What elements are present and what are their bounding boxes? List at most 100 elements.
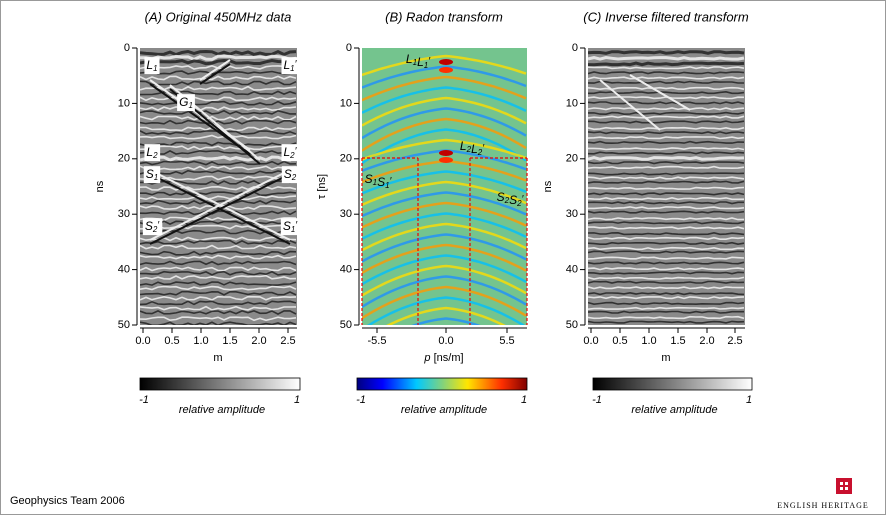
- annotation-sub: 2: [516, 199, 522, 208]
- y-axis-label: τ [ns]: [316, 174, 328, 199]
- annotation-base: S: [509, 193, 517, 207]
- x-tick-label: 0.0: [438, 335, 453, 347]
- annotation-sub: 2: [152, 151, 158, 160]
- reflection: [140, 191, 297, 197]
- colorbar-max: 1: [521, 394, 527, 406]
- y-tick-label: 0: [124, 42, 130, 54]
- reflection: [588, 267, 745, 271]
- reflection: [140, 160, 297, 166]
- annotation: L1L1′: [406, 52, 431, 70]
- diffraction: [599, 79, 661, 131]
- reflection: [588, 315, 745, 320]
- reflection: [140, 270, 297, 276]
- reflection: [588, 226, 745, 230]
- annotation-base: S: [377, 175, 385, 189]
- annotation-sub: 2: [466, 145, 472, 154]
- reflection: [140, 115, 297, 121]
- reflection: [588, 172, 745, 176]
- y-tick-label: 20: [566, 153, 578, 165]
- reflection: [588, 165, 745, 170]
- reflection: [140, 216, 297, 222]
- diffraction: [149, 169, 291, 241]
- reflection: [588, 180, 745, 184]
- wave: [362, 65, 527, 89]
- reflection: [140, 310, 297, 316]
- reflection: [588, 246, 745, 251]
- panel-title: (A) Original 450MHz data: [145, 9, 292, 24]
- wave: [386, 306, 506, 325]
- reflection: [140, 274, 297, 280]
- reflection: [140, 210, 297, 216]
- panel-image: [588, 48, 745, 325]
- annotation-box: [144, 144, 161, 162]
- reflection: [588, 61, 745, 67]
- diffraction: [199, 59, 231, 81]
- wave: [362, 138, 527, 161]
- annotation-prime: ′: [390, 176, 393, 187]
- y-tick-label: 50: [118, 319, 130, 331]
- wave: [362, 243, 527, 274]
- wave: [362, 170, 527, 195]
- x-tick-label: 2.0: [699, 335, 714, 347]
- annotation-sub: 1: [188, 101, 192, 110]
- wave: [362, 128, 527, 165]
- reflection: [140, 250, 297, 256]
- reflection: [588, 276, 745, 280]
- reflection: [588, 186, 745, 190]
- y-tick-label: 30: [118, 208, 130, 220]
- reflection: [588, 271, 745, 275]
- reflection: [588, 55, 745, 61]
- annotation-sub: 1: [290, 64, 294, 73]
- x-tick-label: 1.5: [222, 335, 237, 347]
- footer: Geophysics Team 2006: [10, 495, 125, 507]
- reflection: [588, 136, 745, 140]
- x-tick-label: 1.5: [670, 335, 685, 347]
- x-tick-label: 2.5: [727, 335, 742, 347]
- annotation-base: G: [179, 95, 188, 109]
- diffraction: [629, 74, 691, 111]
- annotation-box: [144, 57, 160, 75]
- x-tick-label: 0.5: [612, 335, 627, 347]
- wave: [362, 117, 527, 152]
- x-axis-unit: m: [213, 352, 222, 364]
- annotation: L2L2′: [460, 139, 485, 157]
- reflection: [588, 192, 745, 196]
- reflection: [588, 201, 744, 205]
- annotation-sub: 1: [373, 178, 377, 187]
- annotation-sub: 1: [291, 225, 295, 234]
- annotation-base: L: [146, 145, 153, 159]
- reflection: [588, 210, 745, 214]
- y-tick-label: 20: [118, 153, 130, 165]
- colorbar-label: relative amplitude: [631, 404, 717, 416]
- reflection: [140, 80, 297, 86]
- colorbar: [356, 377, 528, 391]
- x-tick-label: 2.0: [251, 335, 266, 347]
- reflection: [588, 131, 745, 135]
- y-tick-label: 30: [340, 208, 352, 220]
- annotation-prime: ′: [295, 146, 298, 157]
- reflection: [588, 80, 744, 84]
- wave: [362, 233, 527, 263]
- annotation-sub: 2: [504, 196, 510, 205]
- reflection: [140, 145, 297, 151]
- annotation-sub: 1: [154, 173, 158, 182]
- annotation-base: L: [283, 58, 290, 72]
- annotation: S1S1′: [365, 172, 393, 190]
- annotation-base: L: [283, 145, 290, 159]
- x-axis-unit: m: [661, 352, 670, 364]
- wave: [411, 317, 481, 325]
- reflection: [588, 320, 745, 324]
- reflection: [140, 109, 296, 115]
- reflection: [588, 76, 745, 80]
- annotation-sub: 2: [477, 148, 483, 157]
- panel-image: [362, 48, 527, 325]
- y-tick-label: 40: [340, 264, 352, 276]
- reflection: [140, 321, 297, 325]
- reflection: [588, 217, 745, 221]
- reflection: [588, 261, 745, 265]
- diffraction: [149, 173, 291, 245]
- annotation: G1: [179, 95, 193, 110]
- y-tick-label: 0: [572, 42, 578, 54]
- reflection: [588, 126, 745, 131]
- reflection: [588, 231, 745, 236]
